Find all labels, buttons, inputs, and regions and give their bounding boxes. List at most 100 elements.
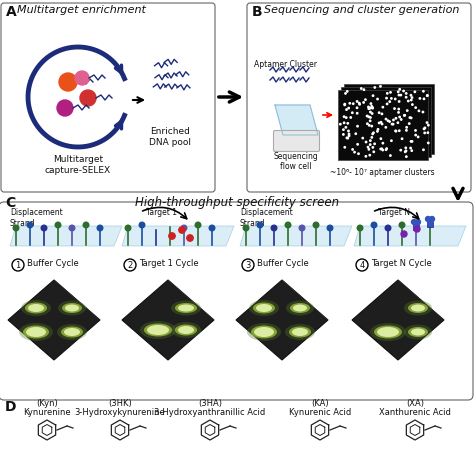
Polygon shape bbox=[352, 280, 444, 360]
Circle shape bbox=[415, 107, 416, 108]
Text: Target N: Target N bbox=[378, 208, 410, 217]
Circle shape bbox=[400, 95, 401, 96]
Circle shape bbox=[370, 103, 372, 104]
Text: Sequencing and cluster generation: Sequencing and cluster generation bbox=[264, 5, 459, 15]
Circle shape bbox=[372, 113, 373, 114]
Circle shape bbox=[390, 155, 391, 156]
Ellipse shape bbox=[247, 323, 281, 341]
Circle shape bbox=[424, 132, 425, 134]
Circle shape bbox=[365, 99, 366, 100]
Circle shape bbox=[424, 127, 426, 129]
Circle shape bbox=[257, 222, 263, 228]
Polygon shape bbox=[122, 280, 214, 360]
FancyBboxPatch shape bbox=[1, 3, 215, 192]
Circle shape bbox=[401, 231, 407, 237]
Text: (3HK): (3HK) bbox=[108, 399, 132, 408]
Circle shape bbox=[380, 86, 381, 87]
Ellipse shape bbox=[254, 327, 274, 337]
Circle shape bbox=[382, 106, 383, 108]
Polygon shape bbox=[8, 280, 100, 360]
Ellipse shape bbox=[374, 325, 402, 338]
Circle shape bbox=[395, 118, 397, 119]
Circle shape bbox=[363, 89, 365, 90]
Circle shape bbox=[348, 130, 349, 132]
Circle shape bbox=[362, 137, 364, 139]
Ellipse shape bbox=[408, 303, 428, 313]
Circle shape bbox=[403, 115, 405, 116]
Circle shape bbox=[372, 133, 374, 135]
Circle shape bbox=[410, 148, 411, 149]
Circle shape bbox=[423, 98, 425, 100]
Circle shape bbox=[352, 149, 353, 150]
Circle shape bbox=[411, 104, 413, 105]
Circle shape bbox=[12, 259, 24, 271]
Circle shape bbox=[405, 93, 407, 94]
Circle shape bbox=[404, 115, 405, 116]
Circle shape bbox=[344, 104, 346, 106]
Circle shape bbox=[380, 148, 382, 150]
Circle shape bbox=[398, 91, 399, 93]
Circle shape bbox=[348, 107, 349, 109]
Text: C: C bbox=[5, 196, 15, 210]
Circle shape bbox=[355, 133, 356, 135]
Text: A: A bbox=[6, 5, 17, 19]
Ellipse shape bbox=[21, 300, 51, 316]
Circle shape bbox=[406, 127, 407, 128]
Circle shape bbox=[380, 122, 382, 123]
Bar bbox=[341, 87, 431, 157]
Circle shape bbox=[378, 112, 380, 113]
Circle shape bbox=[343, 129, 344, 130]
Circle shape bbox=[429, 217, 435, 221]
Circle shape bbox=[344, 103, 346, 105]
Ellipse shape bbox=[175, 303, 197, 313]
Bar bbox=[344, 84, 434, 154]
Circle shape bbox=[365, 156, 366, 157]
Ellipse shape bbox=[175, 325, 197, 336]
Circle shape bbox=[391, 98, 392, 99]
Ellipse shape bbox=[140, 321, 176, 339]
Circle shape bbox=[367, 123, 368, 124]
Circle shape bbox=[381, 113, 383, 115]
Circle shape bbox=[411, 141, 413, 142]
Text: B: B bbox=[252, 5, 263, 19]
Text: Buffer Cycle: Buffer Cycle bbox=[257, 260, 309, 268]
Circle shape bbox=[372, 107, 374, 108]
Circle shape bbox=[404, 151, 406, 153]
Ellipse shape bbox=[256, 304, 272, 312]
Circle shape bbox=[368, 148, 370, 150]
Text: 3-Hydroxykynurenine: 3-Hydroxykynurenine bbox=[74, 408, 165, 417]
Circle shape bbox=[370, 107, 371, 109]
Polygon shape bbox=[240, 226, 352, 246]
Circle shape bbox=[343, 134, 344, 135]
Circle shape bbox=[397, 122, 399, 124]
Circle shape bbox=[366, 115, 368, 117]
Circle shape bbox=[377, 98, 378, 100]
Circle shape bbox=[386, 103, 388, 105]
Circle shape bbox=[386, 148, 387, 149]
Ellipse shape bbox=[58, 301, 86, 315]
Bar bbox=[413, 224, 419, 230]
Circle shape bbox=[398, 95, 400, 96]
Circle shape bbox=[55, 222, 61, 228]
Ellipse shape bbox=[289, 326, 311, 337]
Text: Target 1: Target 1 bbox=[146, 208, 177, 217]
Circle shape bbox=[357, 225, 363, 231]
Ellipse shape bbox=[61, 326, 83, 337]
Polygon shape bbox=[275, 105, 318, 135]
Circle shape bbox=[381, 148, 383, 149]
Circle shape bbox=[345, 127, 346, 128]
Ellipse shape bbox=[253, 302, 275, 313]
Circle shape bbox=[313, 222, 319, 228]
Circle shape bbox=[398, 108, 400, 110]
Circle shape bbox=[423, 149, 424, 150]
Circle shape bbox=[169, 233, 175, 239]
Circle shape bbox=[271, 225, 277, 231]
Circle shape bbox=[83, 222, 89, 228]
Circle shape bbox=[387, 120, 389, 121]
Circle shape bbox=[398, 112, 399, 113]
Text: Kynurenic Acid: Kynurenic Acid bbox=[289, 408, 351, 417]
Circle shape bbox=[124, 259, 136, 271]
Ellipse shape bbox=[292, 328, 308, 336]
Circle shape bbox=[345, 93, 346, 94]
Circle shape bbox=[373, 151, 374, 153]
